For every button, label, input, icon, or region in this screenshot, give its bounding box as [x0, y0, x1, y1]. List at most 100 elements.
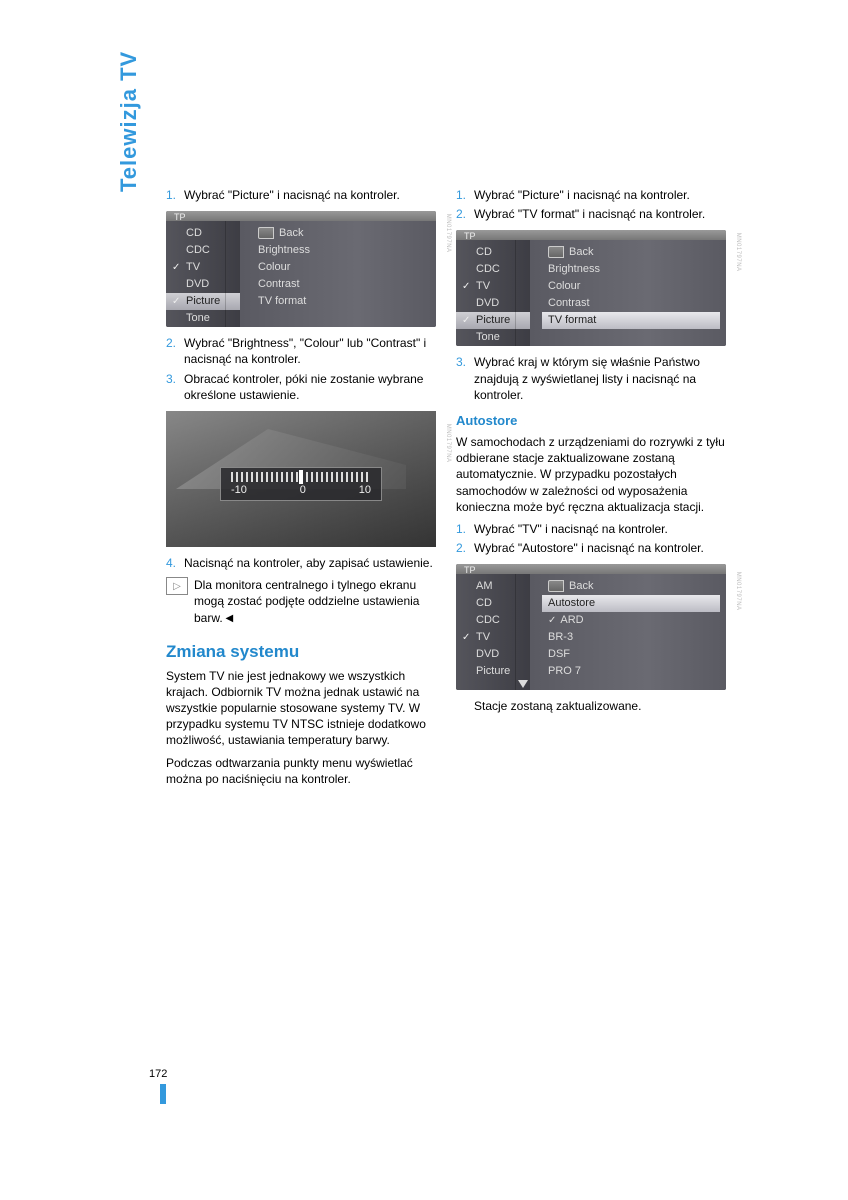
slider-mid: 0	[300, 484, 306, 496]
menu-item-cd[interactable]: CD	[456, 595, 530, 612]
menu-item-cdc[interactable]: CDC	[456, 261, 530, 278]
image-code: MN01797NA	[445, 214, 451, 253]
ui-left-menu: CD CDC TV DVD Picture Tone	[456, 240, 530, 346]
step-text: Nacisnąć na kontroler, aby zapisać ustaw…	[184, 555, 436, 571]
menu-colour[interactable]: Colour	[542, 278, 726, 295]
menu-item-tv[interactable]: TV	[456, 629, 530, 646]
menu-item-picture[interactable]: Picture	[456, 312, 530, 329]
step-text: Wybrać kraj w którym się właśnie Państwo…	[474, 354, 726, 403]
menu-item-tv[interactable]: TV	[166, 259, 240, 276]
step-4: 4. Nacisnąć na kontroler, aby zapisać us…	[166, 555, 436, 571]
image-code: MN01797NA	[735, 572, 741, 611]
ui-right-menu: Back Brightness Colour Contrast TV forma…	[240, 221, 436, 327]
step-2r: 2. Wybrać "TV format" i nacisnąć na kont…	[456, 206, 726, 222]
step-text: Wybrać "TV" i nacisnąć na kontroler.	[474, 521, 726, 537]
ui-right-menu: Back Brightness Colour Contrast TV forma…	[530, 240, 726, 346]
ui-screenshot-1: TP CD CDC TV DVD Picture Tone Back Brigh…	[166, 211, 436, 327]
station-pro7[interactable]: PRO 7	[542, 663, 726, 680]
screenshot-1-wrap: TP CD CDC TV DVD Picture Tone Back Brigh…	[166, 211, 436, 327]
ui-right-menu: Back Autostore ARD BR-3 DSF PRO 7	[530, 574, 726, 690]
brightness-slider[interactable]: -10 0 10	[220, 467, 382, 501]
ui-screenshot-2: TP CD CDC TV DVD Picture Tone Back Brigh…	[456, 230, 726, 346]
ui-left-menu: AM CD CDC TV DVD Picture	[456, 574, 530, 690]
step-2: 2. Wybrać "Brightness", "Colour" lub "Co…	[166, 335, 436, 367]
menu-item-cd[interactable]: CD	[166, 225, 240, 242]
step-1: 1. Wybrać "Picture" i nacisnąć na kontro…	[166, 187, 436, 203]
menu-colour[interactable]: Colour	[252, 259, 436, 276]
menu-back[interactable]: Back	[252, 225, 436, 242]
step-number: 1.	[166, 187, 184, 203]
image-code: MN01797NA	[445, 424, 451, 463]
menu-tvformat[interactable]: TV format	[542, 312, 720, 329]
screenshot-2-wrap: TP CD CDC TV DVD Picture Tone Back Brigh…	[456, 230, 726, 346]
station-br3[interactable]: BR-3	[542, 629, 726, 646]
paragraph: System TV nie jest jednakowy we wszystki…	[166, 668, 436, 749]
menu-autostore[interactable]: Autostore	[542, 595, 720, 612]
autostore-step-1: 1. Wybrać "TV" i nacisnąć na kontroler.	[456, 521, 726, 537]
step-number: 3.	[456, 354, 474, 403]
menu-item-am[interactable]: AM	[456, 578, 530, 595]
image-code: MN01797NA	[735, 233, 741, 272]
menu-brightness[interactable]: Brightness	[542, 261, 726, 278]
menu-item-dvd[interactable]: DVD	[456, 295, 530, 312]
step-number: 4.	[166, 555, 184, 571]
menu-back[interactable]: Back	[542, 578, 726, 595]
left-column: 1. Wybrać "Picture" i nacisnąć na kontro…	[166, 184, 436, 793]
station-dsf[interactable]: DSF	[542, 646, 726, 663]
ui-screenshot-3: TP AM CD CDC TV DVD Picture Back Autosto…	[456, 564, 726, 690]
menu-item-cd[interactable]: CD	[456, 244, 530, 261]
paragraph: W samochodach z urządzeniami do rozrywki…	[456, 434, 726, 515]
ui-left-menu: CD CDC TV DVD Picture Tone	[166, 221, 240, 327]
step-text: Obracać kontroler, póki nie zostanie wyb…	[184, 371, 436, 403]
paragraph: Stacje zostaną zaktualizowane.	[474, 698, 726, 714]
right-column: 1. Wybrać "Picture" i nacisnąć na kontro…	[456, 184, 726, 793]
step-text: Wybrać "Picture" i nacisnąć na kontroler…	[184, 187, 436, 203]
arrow-down-icon	[518, 680, 528, 688]
menu-item-dvd[interactable]: DVD	[166, 276, 240, 293]
step-1r: 1. Wybrać "Picture" i nacisnąć na kontro…	[456, 187, 726, 203]
step-number: 2.	[166, 335, 184, 367]
heading-autostore: Autostore	[456, 413, 726, 428]
info-note: ▷ Dla monitora centralnego i tylnego ekr…	[166, 577, 436, 626]
step-number: 2.	[456, 206, 474, 222]
menu-item-dvd[interactable]: DVD	[456, 646, 530, 663]
page-mark	[160, 1084, 166, 1104]
step-number: 3.	[166, 371, 184, 403]
step-text: Wybrać "Picture" i nacisnąć na kontroler…	[474, 187, 726, 203]
page-content: 1. Wybrać "Picture" i nacisnąć na kontro…	[166, 184, 726, 793]
station-ard[interactable]: ARD	[542, 612, 726, 629]
menu-contrast[interactable]: Contrast	[542, 295, 726, 312]
slider-min: -10	[231, 484, 247, 496]
step-text: Wybrać "TV format" i nacisnąć na kontrol…	[474, 206, 726, 222]
page-number: 172	[149, 1068, 167, 1080]
menu-item-tone[interactable]: Tone	[166, 310, 240, 327]
menu-tvformat[interactable]: TV format	[252, 293, 436, 310]
ui-slider-screenshot: -10 0 10	[166, 411, 436, 547]
heading-zmiana-systemu: Zmiana systemu	[166, 642, 436, 662]
autostore-step-2: 2. Wybrać "Autostore" i nacisnąć na kont…	[456, 540, 726, 556]
step-3: 3. Obracać kontroler, póki nie zostanie …	[166, 371, 436, 403]
step-number: 1.	[456, 187, 474, 203]
menu-contrast[interactable]: Contrast	[252, 276, 436, 293]
menu-brightness[interactable]: Brightness	[252, 242, 436, 259]
menu-item-tv[interactable]: TV	[456, 278, 530, 295]
menu-item-cdc[interactable]: CDC	[456, 612, 530, 629]
menu-item-cdc[interactable]: CDC	[166, 242, 240, 259]
step-3r: 3. Wybrać kraj w którym się właśnie Pańs…	[456, 354, 726, 403]
step-number: 1.	[456, 521, 474, 537]
step-number: 2.	[456, 540, 474, 556]
section-tab: Telewizja TV	[116, 51, 142, 192]
screenshot-slider-wrap: -10 0 10 MN01797NA	[166, 411, 436, 547]
slider-max: 10	[359, 484, 371, 496]
play-icon: ▷	[166, 577, 188, 595]
note-text: Dla monitora centralnego i tylnego ekran…	[194, 577, 436, 626]
slider-scale	[231, 472, 371, 482]
step-text: Wybrać "Brightness", "Colour" lub "Contr…	[184, 335, 436, 367]
screenshot-3-wrap: TP AM CD CDC TV DVD Picture Back Autosto…	[456, 564, 726, 690]
menu-item-picture[interactable]: Picture	[166, 293, 240, 310]
menu-item-tone[interactable]: Tone	[456, 329, 530, 346]
menu-back[interactable]: Back	[542, 244, 726, 261]
paragraph: Podczas odtwarzania punkty menu wyświetl…	[166, 755, 436, 787]
step-text: Wybrać "Autostore" i nacisnąć na kontrol…	[474, 540, 726, 556]
menu-item-picture[interactable]: Picture	[456, 663, 530, 680]
